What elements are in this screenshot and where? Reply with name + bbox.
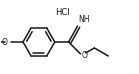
Text: HCl: HCl xyxy=(55,8,70,17)
Text: O: O xyxy=(81,50,87,59)
Text: O: O xyxy=(1,38,7,46)
Text: NH: NH xyxy=(79,15,90,24)
